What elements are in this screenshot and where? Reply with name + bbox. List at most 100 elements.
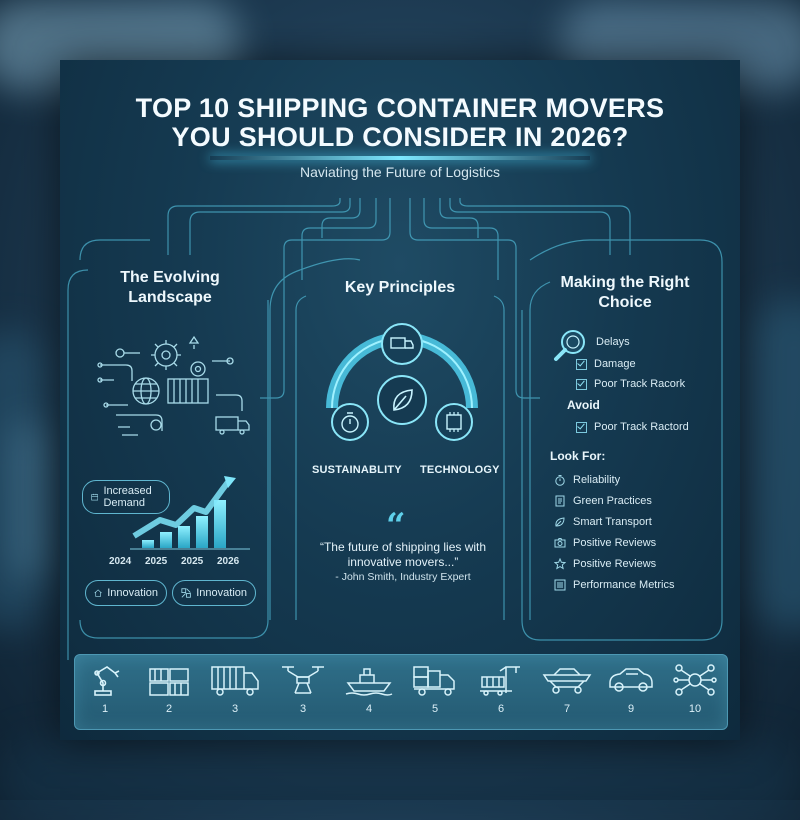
quote-mark-icon: “ [386, 506, 406, 546]
checkbox-icon [576, 378, 587, 390]
chip-icon [435, 403, 473, 441]
look-for-label-text: Positive Reviews [573, 537, 657, 549]
chart-bar [178, 526, 190, 548]
innovation-label: Innovation [196, 587, 247, 599]
mover-number: 3 [231, 703, 239, 715]
growth-bar-chart [130, 476, 250, 550]
backdrop-blur [10, 420, 50, 580]
page-title: TOP 10 SHIPPING CONTAINER MOVERS YOU SHO… [60, 94, 740, 152]
look-for-label: Look For: [550, 449, 606, 463]
look-for-label-text: Reliability [573, 474, 621, 486]
look-for-label-text: Performance Metrics [573, 579, 675, 591]
mover-number: 1 [101, 703, 109, 715]
mover-item: 6 [471, 663, 531, 715]
mover-item: 7 [537, 663, 597, 715]
mover-number: 3 [299, 703, 307, 715]
crane-icon [480, 666, 520, 696]
movers-band: 1 2 3 3 4 5 6 7 [74, 654, 728, 730]
quote-attribution: - John Smith, Industry Expert [335, 571, 471, 583]
year-label: 2025 [181, 556, 204, 567]
magnifier-icon [554, 330, 585, 361]
look-for-item: Performance Metrics [554, 579, 674, 591]
network-hub-icon [673, 664, 717, 696]
chart-bar [160, 532, 172, 548]
year-label: 2026 [217, 556, 240, 567]
title-line-2: YOU SHOULD CONSIDER IN 2026? [171, 122, 629, 152]
look-for-label-text: Green Practices [573, 495, 652, 507]
increased-demand-label: Increased Demand [103, 485, 152, 509]
stopwatch-icon [555, 475, 565, 486]
checkbox-icon [576, 421, 587, 433]
checklist-item: Damage [576, 358, 636, 370]
truck-icon [381, 323, 423, 365]
backdrop-blur [750, 300, 800, 630]
year-label: 2025 [145, 556, 168, 567]
look-for-label-text: Smart Transport [573, 516, 652, 528]
star-icon [554, 558, 566, 570]
container-truck-icon [413, 666, 455, 696]
document-icon [555, 495, 565, 507]
look-for-label-text: Positive Reviews [573, 558, 657, 570]
look-for-item: Reliability [554, 474, 620, 486]
innovation-label: Innovation [107, 587, 158, 599]
mover-item: 1 [75, 663, 135, 715]
look-for-item: Positive Reviews [554, 537, 656, 549]
autonomous-car-icon [609, 668, 653, 692]
chart-bar [214, 500, 226, 548]
mover-item: 3 [205, 663, 265, 715]
mover-number: 7 [563, 703, 571, 715]
key-principles-diagram [326, 323, 478, 441]
year-label: 2024 [109, 556, 132, 567]
gear-icon [151, 340, 181, 370]
heading-making-right-choice: Making the Right Choice [560, 274, 690, 311]
checklist-label: Damage [594, 358, 636, 370]
mover-item: 10 [665, 663, 725, 715]
mover-number: 2 [165, 703, 173, 715]
look-for-item: Positive Reviews [554, 558, 656, 570]
title-glow-bar [210, 156, 590, 160]
mover-item: 3 [273, 663, 333, 715]
mover-number: 10 [688, 703, 702, 715]
calendar-icon [91, 493, 99, 501]
checklist-label: Poor Track Racork [594, 378, 686, 390]
drone-icon [282, 666, 324, 694]
avoid-label: Avoid [567, 398, 600, 412]
title-line-1: TOP 10 SHIPPING CONTAINER MOVERS [135, 93, 665, 123]
innovation-badge: Innovation [85, 580, 167, 606]
avoid-item-label: Poor Track Ractord [594, 421, 689, 433]
chart-bar [196, 516, 208, 548]
checkbox-icon [576, 358, 587, 370]
container-icon [167, 378, 209, 404]
circuit-lines [67, 198, 723, 660]
mover-item: 2 [139, 663, 199, 715]
puzzle-icon [181, 588, 191, 598]
mover-item: 5 [405, 663, 465, 715]
technology-label: TECHNOLOGY [420, 464, 500, 476]
robot-arm-icon [94, 666, 120, 696]
checklist-item: Poor Track Racork [576, 378, 685, 390]
subtitle: Naviating the Future of Logistics [300, 164, 500, 180]
container-stack-icon [149, 668, 189, 696]
truck-icon [215, 416, 239, 431]
heading-key-principles: Key Principles [344, 279, 456, 296]
landscape-illustration [97, 335, 250, 436]
checklist-label: Delays [596, 336, 630, 348]
innovation-badge: Innovation [172, 580, 256, 606]
mover-item: 9 [601, 663, 661, 715]
look-for-item: Green Practices [554, 495, 652, 507]
checklist-item: Delays [596, 336, 630, 348]
backdrop-blur [0, 740, 800, 820]
mover-number: 9 [627, 703, 635, 715]
mover-number: 5 [431, 703, 439, 715]
leaf-icon [555, 517, 565, 527]
trend-arrow [132, 480, 231, 539]
infographic-card: TOP 10 SHIPPING CONTAINER MOVERS YOU SHO… [60, 60, 740, 740]
camera-icon [554, 538, 566, 548]
truck-icon [211, 666, 259, 696]
mover-number: 6 [497, 703, 505, 715]
mover-number: 4 [365, 703, 373, 715]
gear-icon [190, 361, 206, 377]
mover-item: 4 [339, 663, 399, 715]
expert-quote: “The future of shipping lies with innova… [319, 540, 487, 569]
house-icon [94, 589, 102, 597]
